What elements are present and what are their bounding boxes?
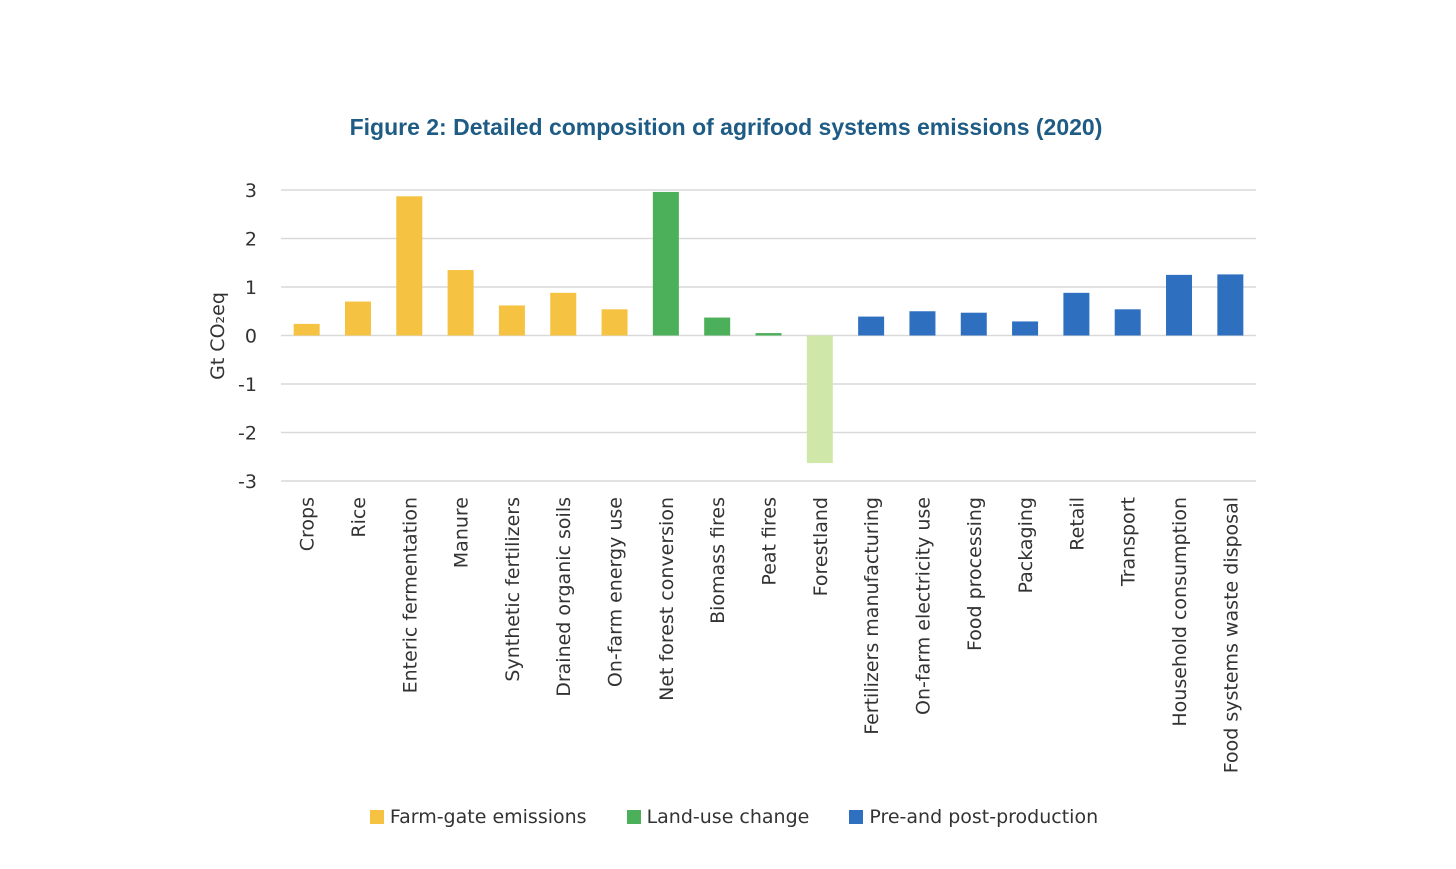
x-tick-label: Drained organic soils — [553, 497, 575, 697]
bar — [909, 311, 935, 335]
x-tick-label: Retail — [1066, 497, 1088, 551]
bar — [448, 270, 474, 335]
x-tick-label: Enteric fermentation — [399, 497, 421, 693]
y-tick-label: -2 — [238, 423, 257, 445]
legend-item-land-use: Land-use change — [627, 806, 810, 828]
bar-chart: 3 2 1 0 -1 -2 -3 Crops Rice Enteric fermentation… — [0, 0, 1456, 869]
x-tick-label: Rice — [348, 497, 370, 538]
bar — [1115, 309, 1141, 335]
y-tick-label: 0 — [245, 326, 257, 348]
bar — [1012, 321, 1038, 335]
y-axis-label: Gt CO₂eq — [207, 292, 229, 380]
legend-swatch-land-use — [627, 810, 641, 824]
bar — [1063, 293, 1089, 336]
x-tick-label: Net forest conversion — [656, 497, 678, 701]
y-tick-label: 2 — [245, 229, 257, 251]
x-tick-label: On-farm energy use — [605, 497, 627, 687]
legend-swatch-farm-gate — [370, 810, 384, 824]
bars — [294, 192, 1244, 463]
bar — [704, 318, 730, 336]
legend-label-pre-post: Pre-and post-production — [869, 806, 1098, 828]
bar — [550, 293, 576, 336]
bar — [807, 336, 833, 464]
legend-swatch-pre-post — [849, 810, 863, 824]
bar — [294, 324, 320, 336]
legend-item-pre-post: Pre-and post-production — [849, 806, 1098, 828]
x-tick-label: Food processing — [964, 497, 986, 651]
bar — [345, 302, 371, 336]
x-tick-label: Food systems waste disposal — [1220, 497, 1242, 773]
legend-label-farm-gate: Farm-gate emissions — [390, 806, 587, 828]
y-tick-label: -3 — [238, 471, 257, 493]
x-axis-labels: Crops Rice Enteric fermentation Manure Synth… — [297, 497, 1243, 773]
bar — [961, 313, 987, 336]
y-tick-label: 1 — [245, 277, 257, 299]
bar — [602, 309, 628, 335]
bar — [1217, 274, 1243, 335]
bar — [653, 192, 679, 336]
x-tick-label: Crops — [297, 497, 319, 551]
legend-item-farm-gate: Farm-gate emissions — [370, 806, 587, 828]
x-tick-label: Packaging — [1015, 497, 1037, 593]
x-tick-label: Fertilizers manufacturing — [861, 497, 883, 735]
y-tick-label: -1 — [238, 374, 257, 396]
x-tick-label: Biomass fires — [707, 497, 729, 624]
y-axis-ticks: 3 2 1 0 -1 -2 -3 — [238, 180, 257, 493]
x-tick-label: Synthetic fertilizers — [502, 497, 524, 682]
legend: Farm-gate emissions Land-use change Pre-… — [0, 806, 1456, 828]
bar — [756, 333, 782, 335]
x-tick-label: Transport — [1118, 497, 1140, 587]
bar — [858, 317, 884, 336]
y-tick-label: 3 — [245, 180, 257, 202]
bar — [1166, 275, 1192, 336]
legend-label-land-use: Land-use change — [647, 806, 810, 828]
x-tick-label: Forestland — [810, 497, 832, 596]
x-tick-label: Household consumption — [1169, 497, 1191, 727]
x-tick-label: Manure — [451, 497, 473, 568]
x-tick-label: Peat fires — [759, 497, 781, 586]
bar — [499, 305, 525, 335]
x-tick-label: On-farm electricity use — [912, 497, 934, 715]
bar — [396, 196, 422, 335]
